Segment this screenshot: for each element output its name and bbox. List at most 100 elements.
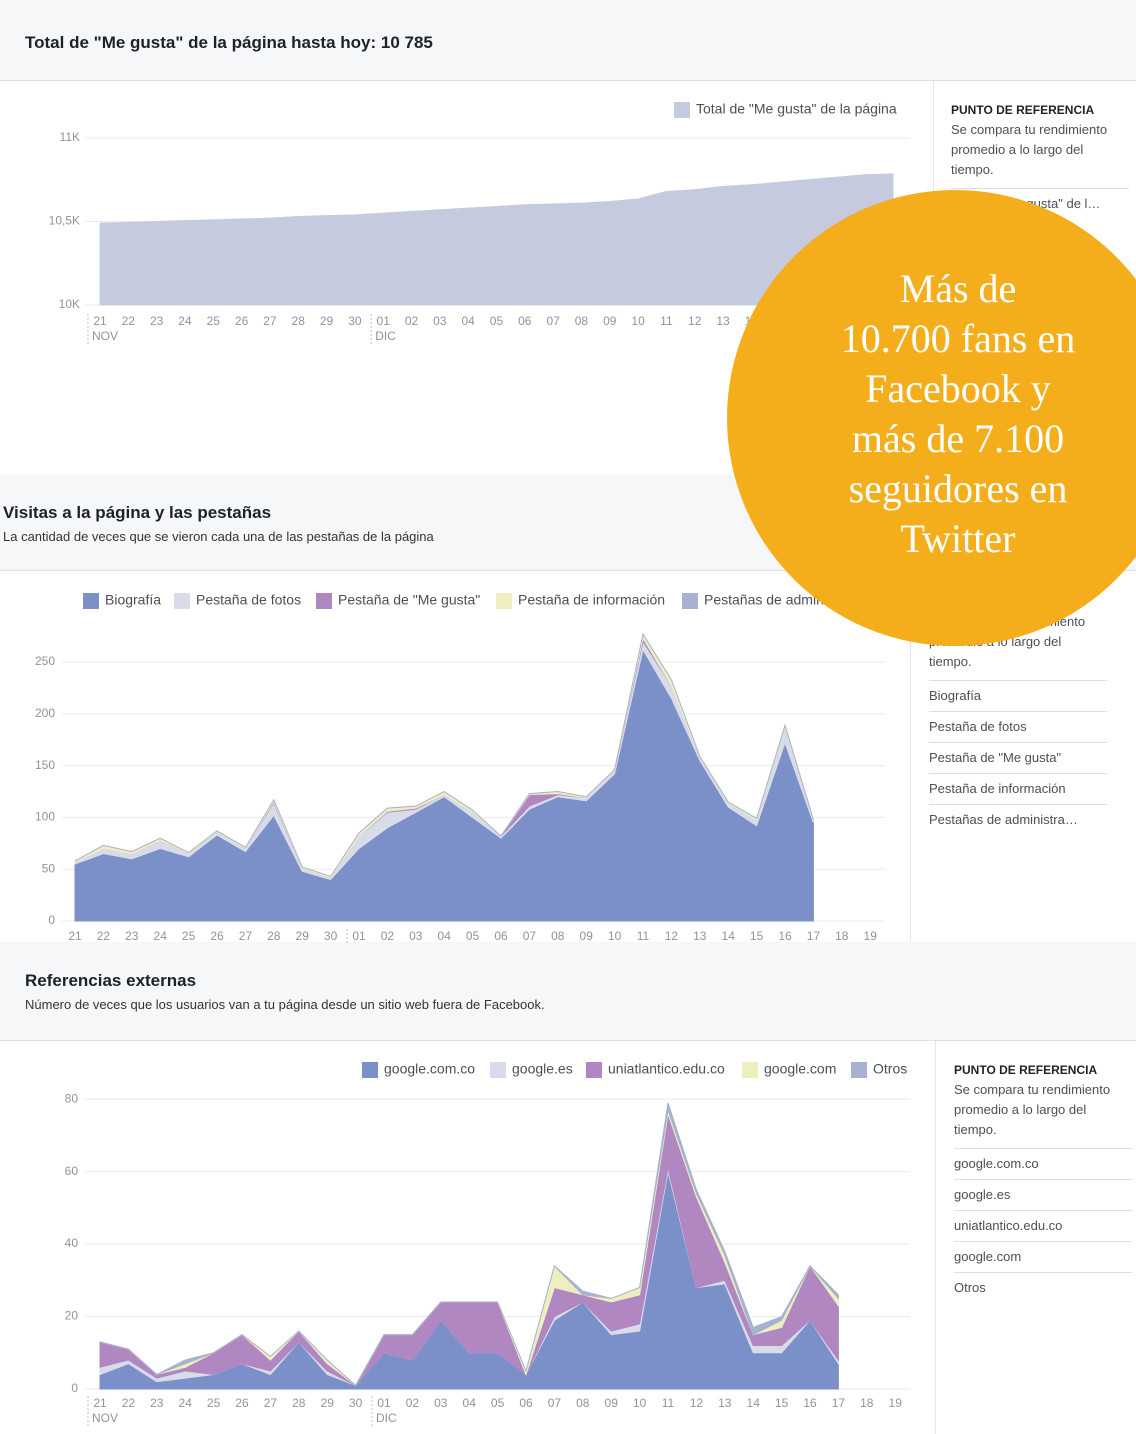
x-tick-label: 12 <box>690 1396 704 1410</box>
x-tick-label: 04 <box>461 314 475 328</box>
month-label: NOV <box>92 1411 118 1425</box>
legend-label: Pestaña de "Me gusta" <box>338 592 480 608</box>
divider <box>935 1041 936 1434</box>
x-tick-label: 25 <box>207 314 221 328</box>
sidebar-item[interactable]: Biografía <box>929 680 1107 711</box>
sidebar-item[interactable]: Pestaña de "Me gusta" <box>929 742 1107 773</box>
x-tick-label: 12 <box>688 314 702 328</box>
sidebar-heading: PUNTO DE REFERENCIA <box>951 103 1095 117</box>
x-tick-label: 03 <box>433 314 447 328</box>
legend-swatch <box>83 593 99 609</box>
y-tick-label: 10,5K <box>49 214 80 228</box>
x-tick-label: 19 <box>889 1396 903 1410</box>
legend-swatch <box>682 593 698 609</box>
x-tick-label: 09 <box>603 314 617 328</box>
x-tick-label: 04 <box>463 1396 477 1410</box>
y-tick-label: 0 <box>71 1381 78 1395</box>
month-label: DIC <box>376 1411 397 1425</box>
legend-swatch <box>674 102 690 118</box>
sidebar-item[interactable]: google.com <box>954 1241 1132 1272</box>
legend-label: Pestaña de información <box>518 592 665 608</box>
chart-title: Visitas a la página y las pestañas <box>3 503 272 522</box>
x-tick-label: 08 <box>551 929 565 943</box>
sidebar-item[interactable]: google.com.co <box>954 1148 1132 1179</box>
x-tick-label: 10 <box>608 929 622 943</box>
sidebar-heading: PUNTO DE REFERENCIA <box>954 1063 1098 1077</box>
sidebar-item[interactable]: uniatlantico.edu.co <box>954 1210 1132 1241</box>
x-tick-label: 27 <box>263 314 277 328</box>
x-tick-label: 07 <box>548 1396 562 1410</box>
x-tick-label: 24 <box>179 1396 193 1410</box>
sidebar-item[interactable]: Otros <box>954 1272 1132 1303</box>
x-tick-label: 09 <box>605 1396 619 1410</box>
x-tick-label: 18 <box>835 929 849 943</box>
x-tick-label: 30 <box>324 929 338 943</box>
y-tick-label: 40 <box>65 1236 79 1250</box>
sidebar-item[interactable]: Pestañas de administra… <box>929 804 1107 835</box>
x-tick-label: 08 <box>576 1396 590 1410</box>
x-tick-label: 22 <box>122 1396 136 1410</box>
x-tick-label: 03 <box>409 929 423 943</box>
x-tick-label: 28 <box>267 929 281 943</box>
callout-text: Facebook y <box>865 366 1051 411</box>
x-tick-label: 09 <box>580 929 594 943</box>
x-tick-label: 22 <box>97 929 111 943</box>
month-label: DIC <box>375 329 396 343</box>
y-tick-label: 250 <box>35 654 55 668</box>
x-tick-label: 02 <box>381 929 395 943</box>
y-tick-label: 60 <box>65 1164 79 1178</box>
x-tick-label: 14 <box>747 1396 761 1410</box>
y-tick-label: 11K <box>60 130 80 144</box>
sidebar-text: Se compara tu rendimiento promedio a lo … <box>954 1082 1111 1137</box>
x-tick-label: 01 <box>377 314 391 328</box>
x-tick-label: 30 <box>349 1396 363 1410</box>
x-tick-label: 02 <box>406 1396 420 1410</box>
x-tick-label: 05 <box>490 314 504 328</box>
callout-circle <box>727 190 1136 646</box>
x-tick-label: 13 <box>716 314 730 328</box>
x-tick-label: 06 <box>518 314 532 328</box>
x-tick-label: 17 <box>807 929 821 943</box>
sidebar-item[interactable]: google.es <box>954 1179 1132 1210</box>
x-tick-label: 24 <box>154 929 168 943</box>
chart-title: Referencias externas <box>25 971 197 990</box>
x-tick-label: 11 <box>660 314 673 328</box>
y-tick-label: 50 <box>42 861 56 875</box>
x-tick-label: 06 <box>519 1396 533 1410</box>
legend-label: Total de "Me gusta" de la página <box>696 101 897 117</box>
x-tick-label: 24 <box>178 314 192 328</box>
x-tick-label: 03 <box>434 1396 448 1410</box>
x-tick-label: 07 <box>546 314 560 328</box>
x-tick-label: 10 <box>631 314 645 328</box>
legend-label: google.com <box>764 1061 836 1077</box>
legend-swatch <box>586 1062 602 1078</box>
x-tick-label: 25 <box>182 929 196 943</box>
x-tick-label: 02 <box>405 314 419 328</box>
x-tick-label: 14 <box>722 929 736 943</box>
x-tick-label: 23 <box>150 314 164 328</box>
x-tick-label: 21 <box>93 314 107 328</box>
sidebar-item[interactable]: Pestaña de información <box>929 773 1107 804</box>
x-tick-label: 28 <box>292 314 306 328</box>
x-tick-label: 11 <box>637 929 650 943</box>
x-tick-label: 26 <box>235 314 249 328</box>
x-tick-label: 26 <box>235 1396 249 1410</box>
x-tick-label: 27 <box>239 929 253 943</box>
month-label: NOV <box>92 329 118 343</box>
sidebar: PUNTO DE REFERENCIA Se compara tu rendimi… <box>954 1060 1132 1303</box>
x-tick-label: 19 <box>864 929 878 943</box>
sidebar-item[interactable]: Pestaña de fotos <box>929 711 1107 742</box>
x-tick-label: 16 <box>803 1396 817 1410</box>
legend-swatch <box>490 1062 506 1078</box>
sidebar-text: Se compara tu rendimiento promedio a lo … <box>951 122 1108 177</box>
legend-swatch <box>742 1062 758 1078</box>
x-tick-label: 01 <box>377 1396 391 1410</box>
area <box>99 1102 839 1387</box>
chart-title: Total de "Me gusta" de la página hasta h… <box>25 33 433 52</box>
x-tick-label: 17 <box>832 1396 846 1410</box>
x-tick-label: 18 <box>860 1396 874 1410</box>
y-tick-label: 0 <box>48 913 55 927</box>
y-tick-label: 10K <box>59 297 80 311</box>
